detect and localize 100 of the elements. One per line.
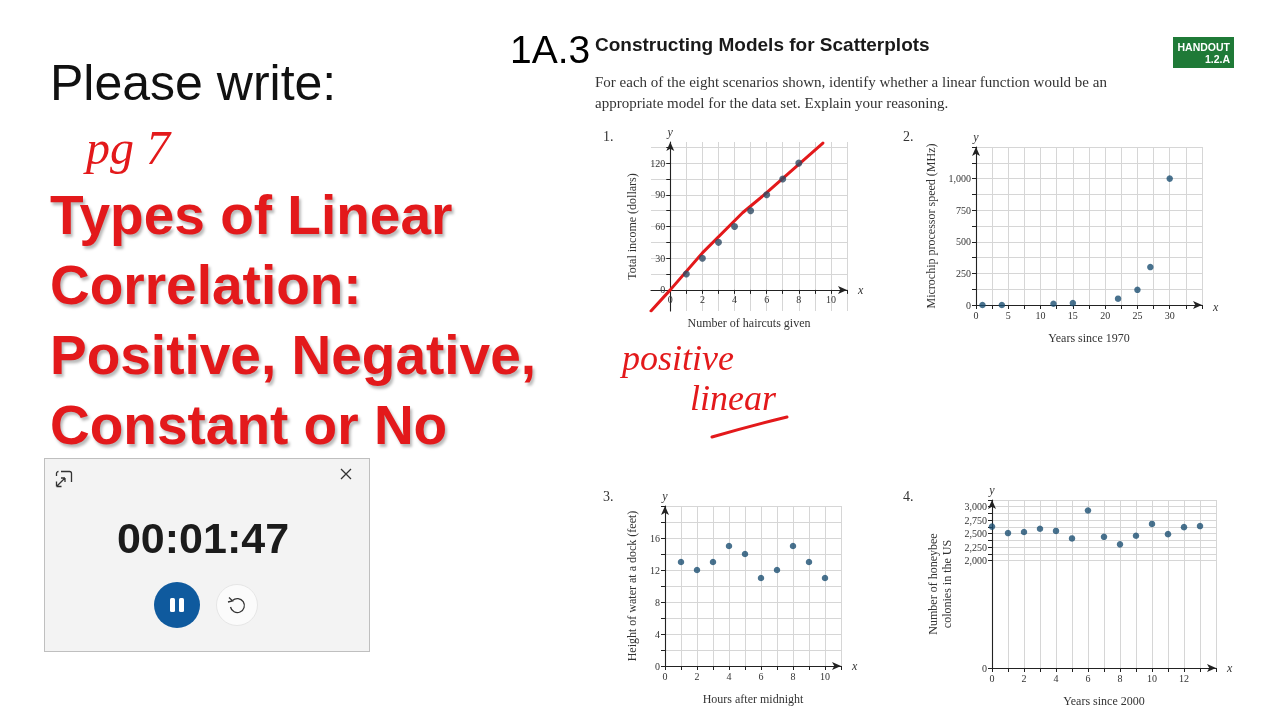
- point: [795, 159, 803, 167]
- y-tick-label: 500: [956, 236, 971, 248]
- y-tick-label: 0: [660, 284, 666, 296]
- x-axis-title: Number of haircuts given: [687, 315, 811, 330]
- point: [1084, 507, 1092, 514]
- y-tick-label: 250: [956, 267, 971, 279]
- x-tick-label: 10: [1147, 672, 1157, 684]
- point: [1196, 522, 1204, 530]
- point: [773, 566, 781, 574]
- x-tick-label: 25: [1132, 309, 1143, 321]
- x-tick-label: 0: [989, 672, 995, 684]
- y-tick-label: 1,000: [948, 173, 971, 185]
- point: [1166, 175, 1173, 182]
- x-tick-label: 2: [1021, 672, 1027, 684]
- point: [998, 301, 1006, 309]
- x-tick-label: 30: [1164, 309, 1175, 321]
- x-axis-title: Hours after midnight: [702, 692, 804, 706]
- y-tick-label: 0: [982, 662, 987, 674]
- timer-panel: 00:01:47: [44, 458, 370, 652]
- point: [779, 175, 787, 183]
- point: [741, 550, 749, 558]
- x-tick-label: 15: [1067, 309, 1078, 321]
- y-tick-label: 30: [655, 252, 666, 264]
- x-axis-title: Years since 2000: [1063, 694, 1145, 708]
- point: [714, 238, 722, 246]
- y-axis-title: Height of water at a dock (feet): [625, 510, 640, 662]
- point: [1069, 299, 1077, 307]
- x-tick-label: 4: [1053, 672, 1059, 684]
- y-tick-label: 2,000: [964, 554, 987, 566]
- point: [988, 523, 996, 530]
- text: y: [988, 483, 996, 497]
- point: [1147, 263, 1154, 271]
- point: [1036, 525, 1044, 533]
- y-tick-label: 750: [956, 204, 971, 216]
- y-tick-label: 4: [655, 628, 660, 640]
- y-tick-label: 90: [655, 189, 666, 201]
- point: [1116, 541, 1124, 548]
- y-tick-label: 2,250: [964, 541, 987, 553]
- x-tick-label: 2: [699, 294, 705, 306]
- x-tick-label: 12: [1179, 672, 1189, 684]
- y-tick-label: 12: [650, 564, 660, 576]
- y-axis-title: Total income (dollars): [625, 173, 640, 280]
- x-tick-label: 6: [764, 294, 770, 306]
- text: HANDOUT 1.2.A: [1173, 37, 1234, 68]
- x-tick-label: 4: [732, 294, 738, 306]
- point: [698, 254, 706, 262]
- x-tick-label: 10: [820, 670, 830, 682]
- text: y: [972, 130, 980, 144]
- y-tick-label: 60: [655, 221, 666, 232]
- y-tick-label: 3,000: [964, 501, 987, 513]
- x-tick-label: 6: [1085, 672, 1091, 684]
- text: x: [1212, 300, 1219, 314]
- point: [1164, 530, 1172, 538]
- y-tick-label: 120: [650, 157, 666, 169]
- point: [677, 558, 685, 566]
- point: [1004, 529, 1012, 537]
- point: [682, 270, 690, 278]
- text: positive linear: [622, 338, 777, 418]
- point: [709, 558, 717, 566]
- y-tick-label: 8: [655, 596, 660, 608]
- point: [1114, 295, 1122, 302]
- text: y: [666, 125, 674, 139]
- point: [731, 223, 739, 230]
- point: [789, 542, 797, 550]
- point: [1020, 528, 1028, 536]
- text: Types of Linear Correlation: Positive, Negative, Constant or No: [50, 183, 538, 458]
- y-tick-label: 0: [655, 660, 660, 672]
- point: [1148, 520, 1156, 528]
- x-tick-label: 8: [796, 294, 802, 306]
- point: [1134, 286, 1141, 294]
- point: [1068, 535, 1076, 542]
- point: [763, 191, 771, 199]
- x-tick-label: 8: [790, 670, 796, 682]
- text: For each of the eight scenarios shown, identify whether a linear function would be an appropriate model for the data set. Explain your reasoning.: [595, 73, 1108, 113]
- chart-title: 1.: [603, 128, 614, 144]
- x-tick-label: 2: [694, 670, 700, 682]
- point: [805, 558, 813, 566]
- chart-title: 3.: [603, 488, 614, 504]
- x-tick-label: 10: [825, 294, 836, 306]
- point: [757, 574, 765, 582]
- text: y: [661, 489, 669, 503]
- y-tick-label: 2,500: [964, 528, 987, 540]
- text: x: [857, 282, 864, 297]
- x-tick-label: 20: [1100, 309, 1111, 321]
- x-axis-title: Years since 1970: [1048, 331, 1130, 345]
- text: x: [851, 659, 858, 673]
- text: Please write:: [50, 55, 337, 111]
- x-tick-label: 10: [1035, 309, 1046, 321]
- line-series: [649, 141, 825, 313]
- x-tick-label: 6: [758, 670, 764, 682]
- point: [1052, 527, 1060, 535]
- point: [1100, 533, 1108, 541]
- point: [1180, 523, 1188, 531]
- text: Constructing Models for Scatterplots: [595, 34, 930, 55]
- point: [747, 207, 755, 215]
- y-axis-title: Number of honeybee colonies in the US: [925, 533, 954, 635]
- point: [725, 542, 733, 550]
- chart-title: 2.: [903, 128, 914, 144]
- point: [821, 574, 829, 582]
- y-tick-label: 2,750: [964, 514, 987, 526]
